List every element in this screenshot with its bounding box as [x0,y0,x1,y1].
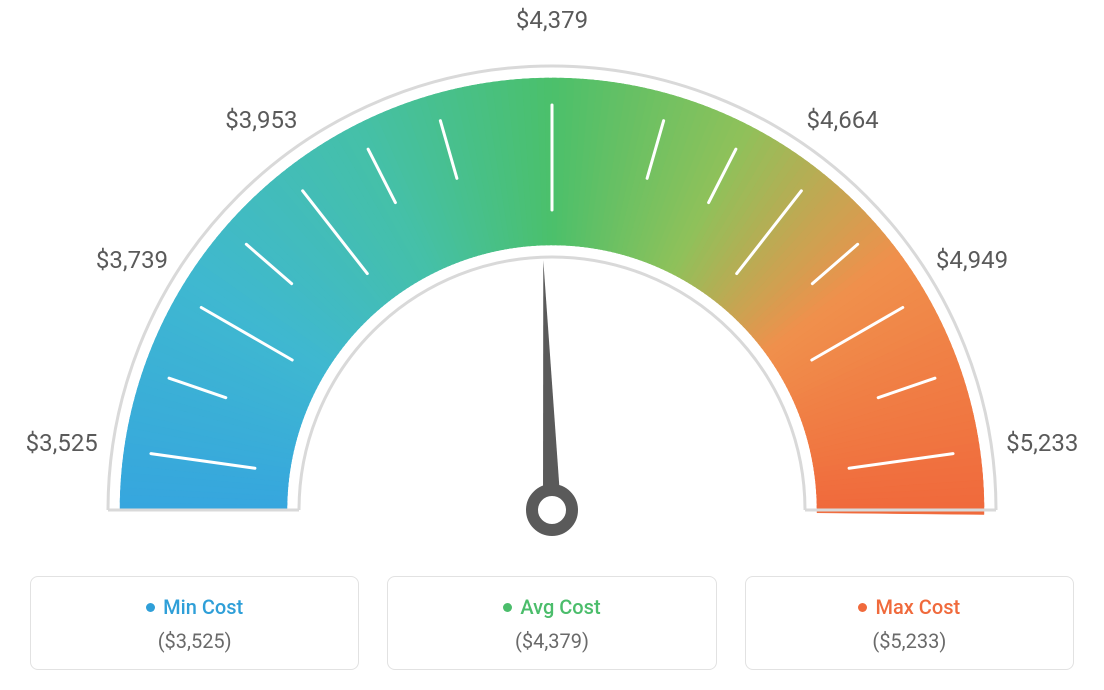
summary-cards: Min Cost ($3,525) Avg Cost ($4,379) Max … [30,576,1074,670]
gauge-scale-label: $5,233 [1006,429,1078,457]
gauge-area: $3,525 $3,739 $3,953 $4,379 $4,664 $4,949 $5,2… [0,0,1104,560]
gauge-scale-label: $4,949 [936,246,1008,274]
gauge-svg [0,0,1104,560]
max-cost-dot [858,603,867,612]
min-cost-title: Min Cost [146,595,243,619]
avg-cost-dot [503,603,512,612]
avg-cost-value: ($4,379) [398,629,705,653]
cost-gauge-chart: $3,525 $3,739 $3,953 $4,379 $4,664 $4,949 $5,2… [0,0,1104,690]
gauge-scale-label: $4,664 [807,106,879,134]
gauge-scale-label: $3,739 [96,246,168,274]
max-cost-title: Max Cost [858,595,960,619]
max-cost-card: Max Cost ($5,233) [745,576,1074,670]
max-cost-label: Max Cost [875,595,960,619]
avg-cost-card: Avg Cost ($4,379) [387,576,716,670]
max-cost-value: ($5,233) [756,629,1063,653]
min-cost-card: Min Cost ($3,525) [30,576,359,670]
gauge-scale-label: $4,379 [516,6,588,34]
min-cost-dot [146,603,155,612]
min-cost-value: ($3,525) [41,629,348,653]
gauge-scale-label: $3,953 [225,106,297,134]
avg-cost-label: Avg Cost [520,595,600,619]
avg-cost-title: Avg Cost [503,595,600,619]
min-cost-label: Min Cost [163,595,243,619]
gauge-scale-label: $3,525 [26,429,98,457]
